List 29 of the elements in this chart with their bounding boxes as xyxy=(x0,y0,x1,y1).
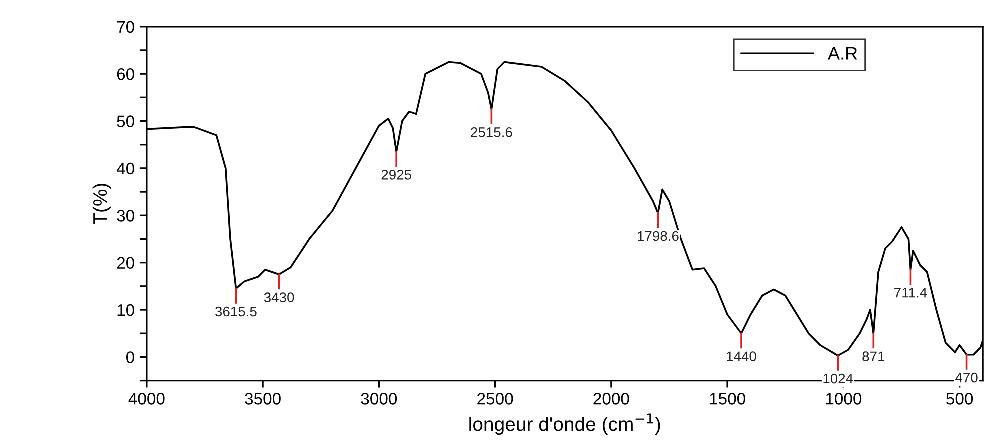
annotation: 1798.6 xyxy=(638,231,679,242)
y-tick-label: 40 xyxy=(116,162,134,175)
annotation: 3430 xyxy=(264,292,294,303)
y-tick-label: 50 xyxy=(117,116,134,128)
legend-label: A.R xyxy=(828,47,858,60)
annotation: 3615.5 xyxy=(216,306,257,317)
annotation: 470 xyxy=(956,372,978,383)
x-tick-label: 2500 xyxy=(478,393,514,405)
x-tick-label: 1000 xyxy=(826,393,862,405)
x-tick-label: 500 xyxy=(946,393,974,405)
annotation: 1440 xyxy=(727,352,756,362)
x-tick-label: 2000 xyxy=(594,393,630,405)
annotation: 1024 xyxy=(824,374,854,384)
y-tick-label: 0 xyxy=(126,352,134,364)
annotation: 711.4 xyxy=(894,288,928,298)
y-tick-label: 30 xyxy=(117,210,134,222)
y-tick-label: 10 xyxy=(118,304,134,316)
x-tick-label: 3500 xyxy=(245,393,281,405)
y-tick-label: 70 xyxy=(117,21,134,34)
x-tick-label: 1500 xyxy=(710,393,746,405)
y-axis-title: T(%) xyxy=(92,184,112,224)
annotation: 2515.6 xyxy=(471,128,512,138)
x-tick-label: 4000 xyxy=(128,393,165,405)
x-tick-label: 3000 xyxy=(361,393,398,405)
annotation: 2925 xyxy=(382,170,412,180)
x-axis-title: longeur d'onde (cm$^{−1}$) xyxy=(470,414,660,436)
annotation: 871 xyxy=(862,352,885,362)
y-tick-label: 20 xyxy=(117,257,134,270)
y-tick-label: 60 xyxy=(117,68,134,80)
